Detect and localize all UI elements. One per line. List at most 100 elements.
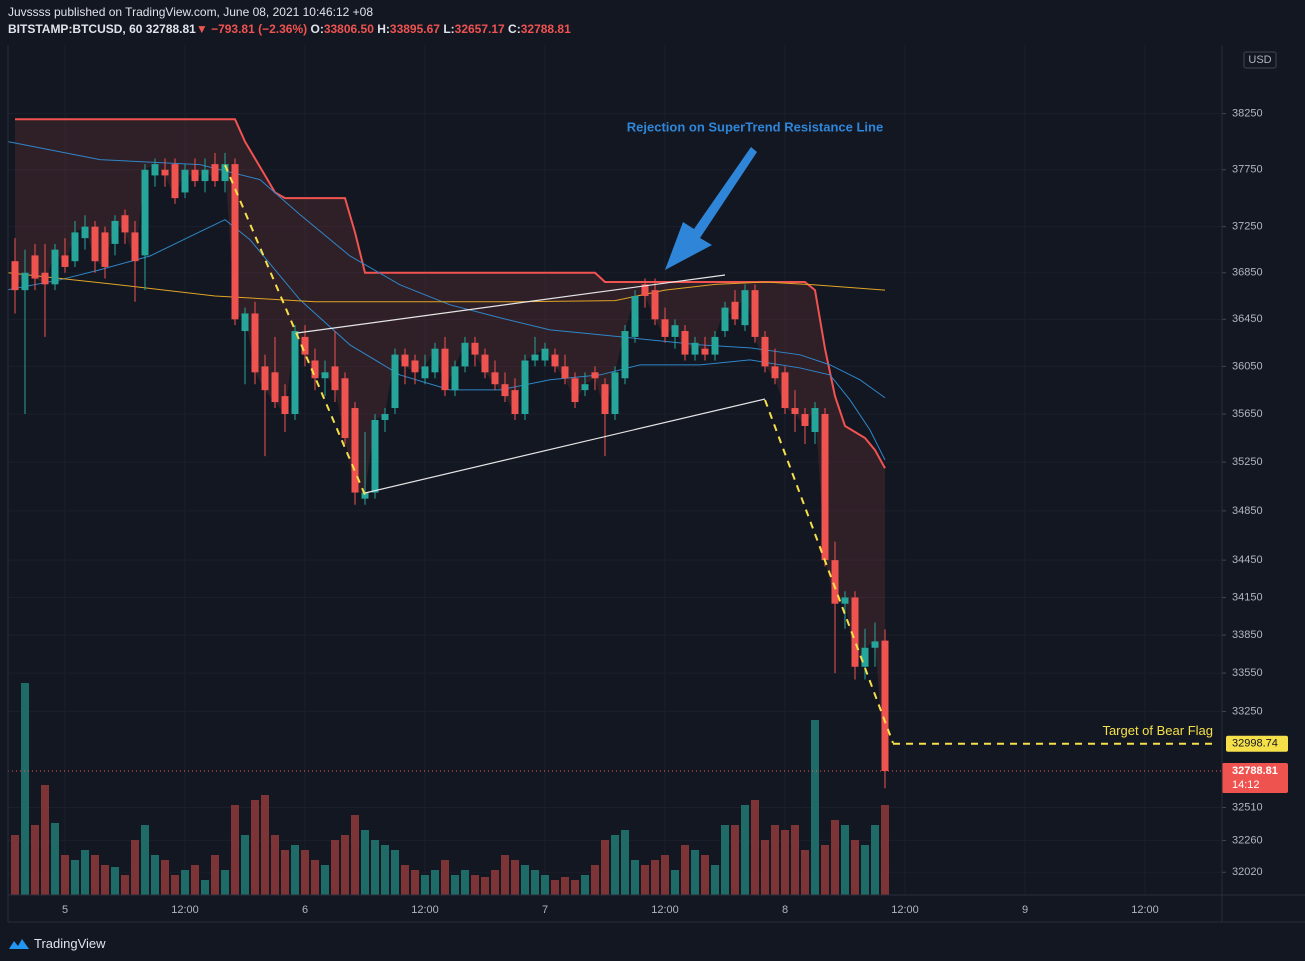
candle-body [211, 164, 219, 182]
volume-bar [351, 815, 359, 895]
volume-bar [631, 860, 639, 895]
candle-body [531, 354, 539, 361]
x-tick-label: 7 [542, 904, 548, 916]
publisher: Juvssss published on TradingView.com, Ju… [8, 5, 374, 19]
candle-body [481, 354, 489, 373]
y-tick-label: 35650 [1232, 408, 1263, 420]
volume-bar [291, 845, 299, 895]
volume-bar [691, 850, 699, 895]
candle-body [831, 560, 839, 604]
volume-bar [61, 855, 69, 895]
volume-bar [841, 825, 849, 895]
candle-body [781, 372, 789, 409]
volume-bar [681, 845, 689, 895]
volume-bar [361, 830, 369, 895]
volume-bar [311, 860, 319, 895]
candle-body [251, 313, 259, 373]
volume-bar [251, 800, 259, 895]
volume-bar [641, 865, 649, 895]
candle-body [741, 290, 749, 326]
candle-body [581, 384, 589, 391]
candle-body [511, 390, 519, 415]
flag-upper-line [296, 274, 726, 334]
target-value: 32998.74 [1232, 738, 1278, 750]
candle-body [591, 372, 599, 379]
volume-bar [71, 860, 79, 895]
y-tick-label: 33550 [1232, 667, 1263, 679]
candle-body [681, 331, 689, 355]
candle-body [281, 396, 289, 415]
volume-bar [141, 825, 149, 895]
candle-body [561, 366, 569, 379]
high-label: H: [377, 22, 390, 36]
volume-bar [821, 845, 829, 895]
volume-bar [501, 855, 509, 895]
volume-bar [871, 825, 879, 895]
candle-body [361, 492, 369, 499]
candle-body [61, 255, 69, 267]
volume-bar [491, 870, 499, 895]
volume-bar [791, 825, 799, 895]
candle-body [111, 220, 119, 244]
volume-bar [671, 870, 679, 895]
moving-average [7, 219, 886, 461]
volume-bar [401, 865, 409, 895]
supertrend-line [15, 118, 886, 469]
candle-body [491, 372, 499, 385]
volume-bar [741, 805, 749, 895]
volume-bar [51, 823, 59, 895]
volume-bar [621, 830, 629, 895]
x-tick-label: 12:00 [651, 904, 679, 916]
candle-body [721, 307, 729, 332]
candle-body [11, 261, 19, 291]
volume-bar [771, 825, 779, 895]
volume-bar [151, 855, 159, 895]
candle-body [731, 301, 739, 320]
y-tick-label: 33250 [1232, 705, 1263, 717]
moving-average [7, 141, 886, 399]
volume-bar [811, 720, 819, 895]
candle-body [171, 164, 179, 199]
candle-body [601, 384, 609, 415]
volume-bar [261, 795, 269, 895]
volume-bar [371, 840, 379, 895]
volume-bar [421, 875, 429, 895]
x-tick-label: 6 [302, 904, 308, 916]
candle-body [871, 641, 879, 648]
open: 33806.50 [323, 22, 374, 36]
volume-bar [521, 865, 529, 895]
x-tick-label: 8 [782, 904, 788, 916]
volume-bar [761, 840, 769, 895]
volume-bar [431, 870, 439, 895]
y-tick-label: 32260 [1232, 834, 1263, 846]
volume-bar [301, 850, 309, 895]
volume-bar [171, 875, 179, 895]
y-tick-label: 32510 [1232, 801, 1263, 813]
candle-body [221, 164, 229, 182]
volume-bar [661, 855, 669, 895]
volume-bar [751, 800, 759, 895]
candle-body [651, 290, 659, 320]
y-tick-label: 37250 [1232, 221, 1263, 233]
volume-bar [721, 825, 729, 895]
candle-body [81, 226, 89, 239]
volume-bar [191, 865, 199, 895]
candle-body [161, 169, 169, 176]
candle-body [791, 408, 799, 415]
volume-bar [861, 845, 869, 895]
candle-body [21, 272, 29, 291]
volume-bar [881, 805, 889, 895]
candle-body [861, 647, 869, 667]
volume-bar [221, 870, 229, 895]
candle-body [231, 164, 239, 320]
volume-bar [611, 835, 619, 895]
volume-bar [161, 860, 169, 895]
volume-bar [381, 845, 389, 895]
moving-average [7, 272, 886, 303]
candle-body [271, 372, 279, 403]
countdown: 14:12 [1232, 779, 1260, 791]
candle-body [41, 272, 49, 285]
volume-bar [541, 875, 549, 895]
change: ▼ −793.81 (−2.36%) [195, 22, 308, 36]
candle-body [761, 336, 769, 367]
